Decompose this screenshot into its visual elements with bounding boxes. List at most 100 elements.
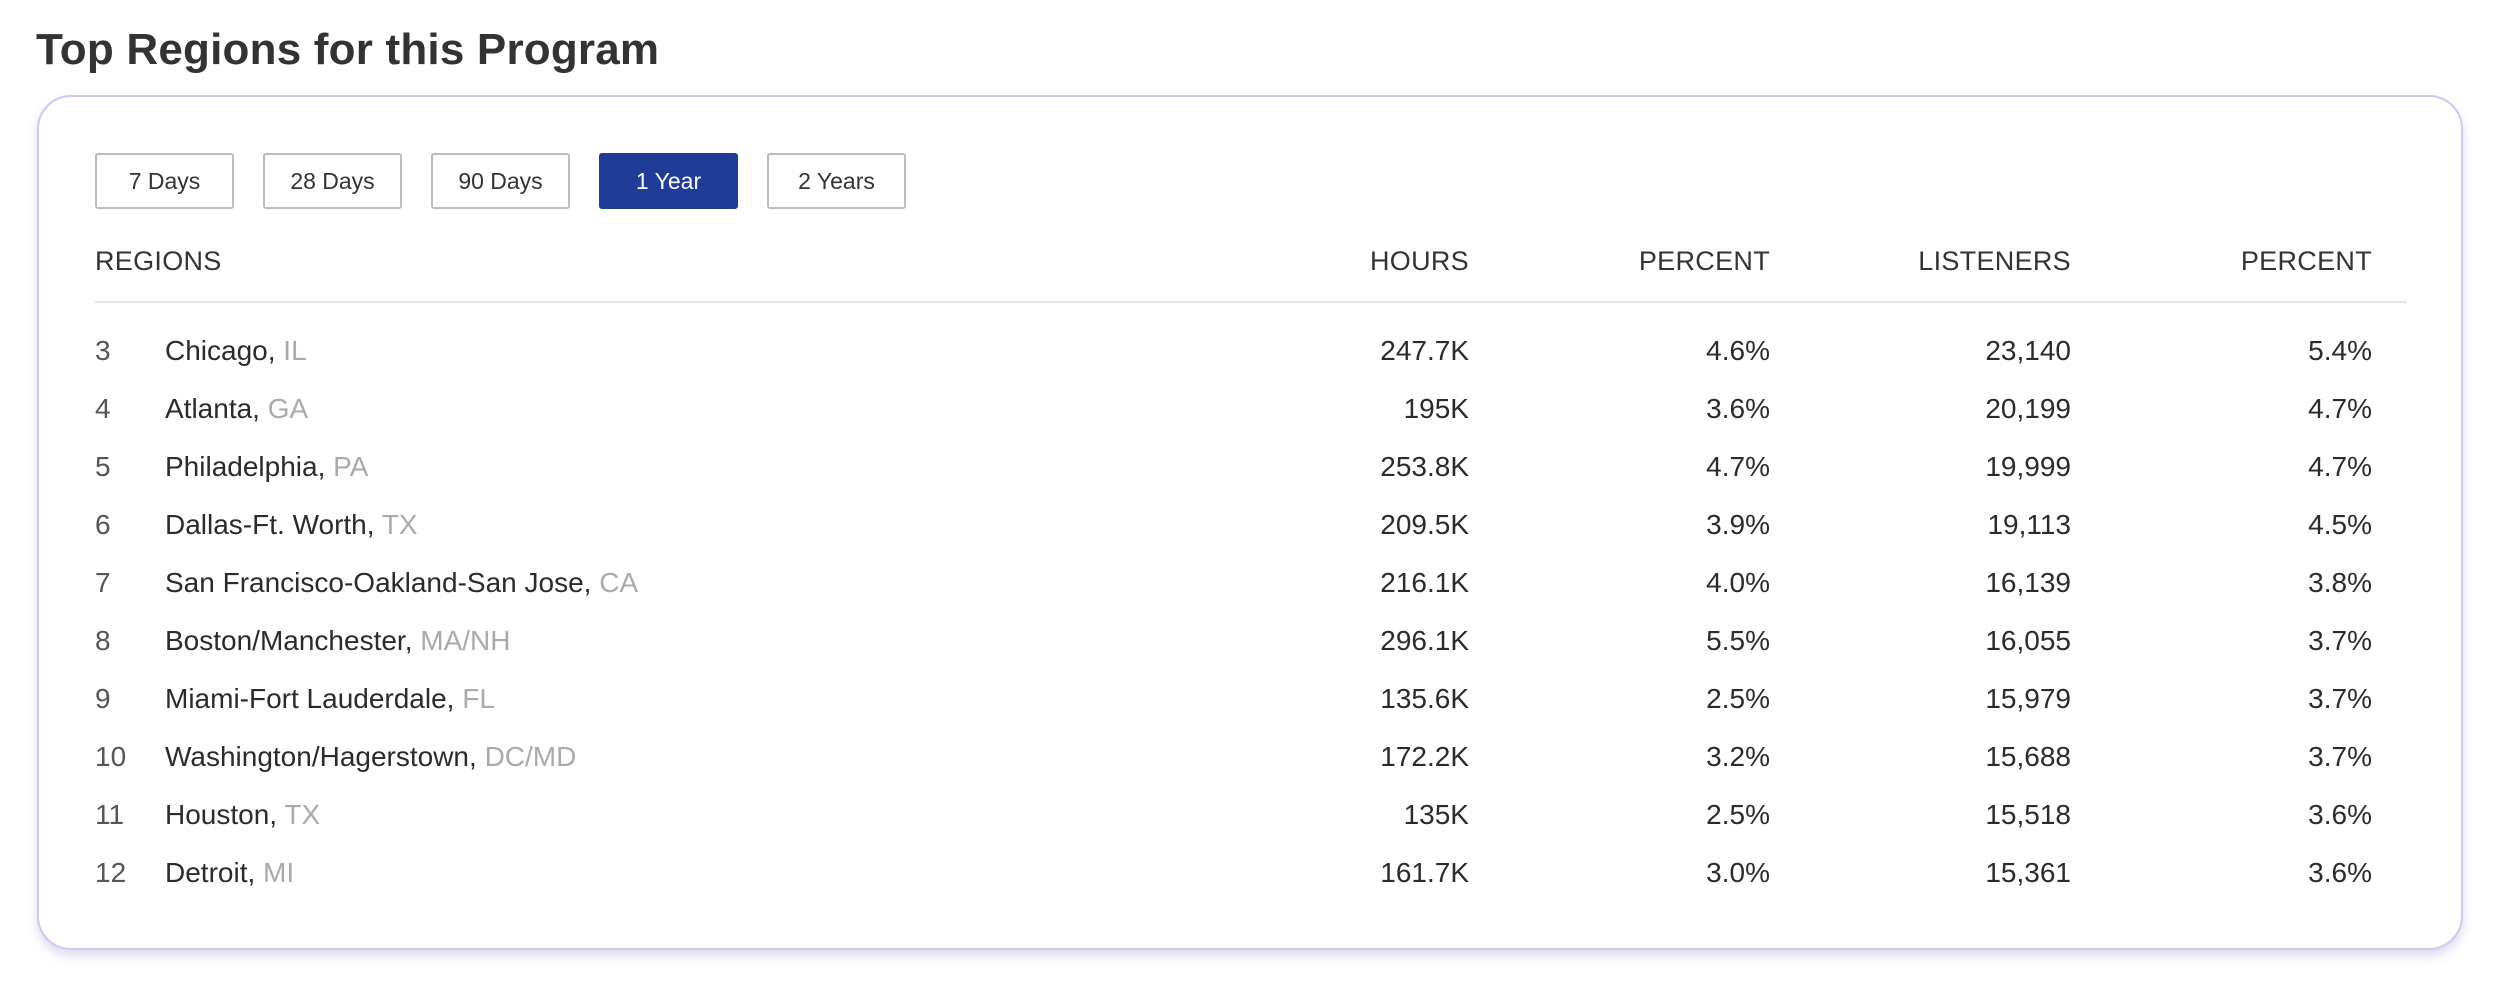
region-name: San Francisco-Oakland-San Jose, xyxy=(165,567,592,598)
range-button-90-days[interactable]: 90 Days xyxy=(431,153,570,209)
row-hours-percent: 3.6% xyxy=(1706,393,1770,424)
row-rank: 5 xyxy=(95,451,111,482)
row-hours-percent: 2.5% xyxy=(1706,799,1770,830)
row-listeners: 23,140 xyxy=(1985,335,2071,366)
top-regions-card: 7 Days 28 Days 90 Days 1 Year 2 Years RE… xyxy=(37,95,2463,950)
row-hours-percent: 3.9% xyxy=(1706,509,1770,540)
row-rank: 4 xyxy=(95,393,111,424)
time-range-selector: 7 Days 28 Days 90 Days 1 Year 2 Years xyxy=(95,153,906,209)
table-row: 6 Dallas-Ft. Worth, TX 209.5K 3.9% 19,113 4.5… xyxy=(95,507,2407,565)
table-row: 3 Chicago, IL 247.7K 4.6% 23,140 5.4% xyxy=(95,333,2407,391)
table-row: 12 Detroit, MI 161.7K 3.0% 15,361 3.6% xyxy=(95,855,2407,913)
region-state: IL xyxy=(283,335,307,366)
row-region: Detroit, MI xyxy=(165,855,294,891)
row-hours: 172.2K xyxy=(1380,741,1469,772)
row-listeners: 16,139 xyxy=(1985,567,2071,598)
row-hours: 253.8K xyxy=(1380,451,1469,482)
row-listeners-percent: 3.6% xyxy=(2308,857,2372,888)
row-hours: 209.5K xyxy=(1380,509,1469,540)
row-hours: 135.6K xyxy=(1380,683,1469,714)
row-hours: 161.7K xyxy=(1380,857,1469,888)
row-hours-percent: 3.0% xyxy=(1706,857,1770,888)
row-rank: 8 xyxy=(95,625,111,656)
region-state: DC/MD xyxy=(484,741,577,772)
row-region: Chicago, IL xyxy=(165,333,307,369)
table-row: 10 Washington/Hagerstown, DC/MD 172.2K 3.2%… xyxy=(95,739,2407,797)
header-regions: REGIONS xyxy=(95,246,222,276)
row-listeners-percent: 5.4% xyxy=(2308,335,2372,366)
row-listeners: 15,688 xyxy=(1985,741,2071,772)
table-row: 11 Houston, TX 135K 2.5% 15,518 3.6% xyxy=(95,797,2407,855)
row-rank: 9 xyxy=(95,683,111,714)
header-listeners: LISTENERS xyxy=(1918,246,2071,276)
row-rank: 7 xyxy=(95,567,111,598)
row-listeners-percent: 4.7% xyxy=(2308,451,2372,482)
header-listeners-percent: PERCENT xyxy=(2240,246,2372,276)
row-hours: 195K xyxy=(1403,393,1469,424)
region-state: PA xyxy=(333,451,369,482)
row-hours: 216.1K xyxy=(1380,567,1469,598)
row-listeners-percent: 3.7% xyxy=(2308,683,2372,714)
region-state: TX xyxy=(381,509,418,540)
region-name: Atlanta, xyxy=(165,393,260,424)
row-region: Houston, TX xyxy=(165,797,320,833)
range-button-7-days[interactable]: 7 Days xyxy=(95,153,234,209)
row-region: Washington/Hagerstown, DC/MD xyxy=(165,739,576,775)
region-state: MA/NH xyxy=(420,625,511,656)
region-name: Chicago, xyxy=(165,335,276,366)
row-hours: 247.7K xyxy=(1380,335,1469,366)
region-name: Houston, xyxy=(165,799,278,830)
table-row: 9 Miami-Fort Lauderdale, FL 135.6K 2.5% 15,9… xyxy=(95,681,2407,739)
row-region: Philadelphia, PA xyxy=(165,449,368,485)
region-name: Philadelphia, xyxy=(165,451,326,482)
row-region: Boston/Manchester, MA/NH xyxy=(165,623,511,659)
row-rank: 10 xyxy=(95,741,127,772)
region-name: Boston/Manchester, xyxy=(165,625,413,656)
row-listeners-percent: 3.7% xyxy=(2308,741,2372,772)
table-row: 8 Boston/Manchester, MA/NH 296.1K 5.5% 16,05… xyxy=(95,623,2407,681)
region-state: MI xyxy=(263,857,295,888)
range-button-1-year[interactable]: 1 Year xyxy=(599,153,738,209)
row-listeners-percent: 3.7% xyxy=(2308,625,2372,656)
row-listeners: 20,199 xyxy=(1985,393,2071,424)
range-button-2-years[interactable]: 2 Years xyxy=(767,153,906,209)
table-row: 5 Philadelphia, PA 253.8K 4.7% 19,999 4.7% xyxy=(95,449,2407,507)
table-row: 7 San Francisco-Oakland-San Jose, CA 216.1… xyxy=(95,565,2407,623)
row-rank: 12 xyxy=(95,857,127,888)
row-listeners: 15,361 xyxy=(1985,857,2071,888)
row-listeners: 16,055 xyxy=(1985,625,2071,656)
range-button-28-days[interactable]: 28 Days xyxy=(263,153,402,209)
row-hours: 296.1K xyxy=(1380,625,1469,656)
region-name: Washington/Hagerstown, xyxy=(165,741,477,772)
region-name: Detroit, xyxy=(165,857,256,888)
row-rank: 11 xyxy=(95,799,125,830)
table-header: REGIONS HOURS PERCENT LISTENERS PERCENT xyxy=(95,243,2407,303)
row-region: San Francisco-Oakland-San Jose, CA xyxy=(165,565,638,601)
row-listeners: 15,518 xyxy=(1985,799,2071,830)
row-listeners: 19,113 xyxy=(1987,509,2071,540)
region-state: GA xyxy=(267,393,309,424)
page-title: Top Regions for this Program xyxy=(36,25,660,74)
row-listeners: 19,999 xyxy=(1985,451,2071,482)
row-hours-percent: 5.5% xyxy=(1706,625,1770,656)
region-state: TX xyxy=(284,799,321,830)
table-body: 3 Chicago, IL 247.7K 4.6% 23,140 5.4% 4 Atlanta… xyxy=(95,333,2407,913)
row-rank: 3 xyxy=(95,335,111,366)
row-region: Dallas-Ft. Worth, TX xyxy=(165,507,418,543)
row-listeners: 15,979 xyxy=(1985,683,2071,714)
region-name: Dallas-Ft. Worth, xyxy=(165,509,375,540)
row-hours-percent: 2.5% xyxy=(1706,683,1770,714)
row-hours-percent: 3.2% xyxy=(1706,741,1770,772)
row-region: Atlanta, GA xyxy=(165,391,308,427)
region-state: CA xyxy=(599,567,639,598)
row-rank: 6 xyxy=(95,509,111,540)
header-hours-percent: PERCENT xyxy=(1638,246,1770,276)
row-hours: 135K xyxy=(1403,799,1469,830)
row-listeners-percent: 3.8% xyxy=(2308,567,2372,598)
row-hours-percent: 4.6% xyxy=(1706,335,1770,366)
row-listeners-percent: 4.7% xyxy=(2308,393,2372,424)
row-hours-percent: 4.7% xyxy=(1706,451,1770,482)
row-listeners-percent: 4.5% xyxy=(2308,509,2372,540)
row-listeners-percent: 3.6% xyxy=(2308,799,2372,830)
region-state: FL xyxy=(462,683,495,714)
